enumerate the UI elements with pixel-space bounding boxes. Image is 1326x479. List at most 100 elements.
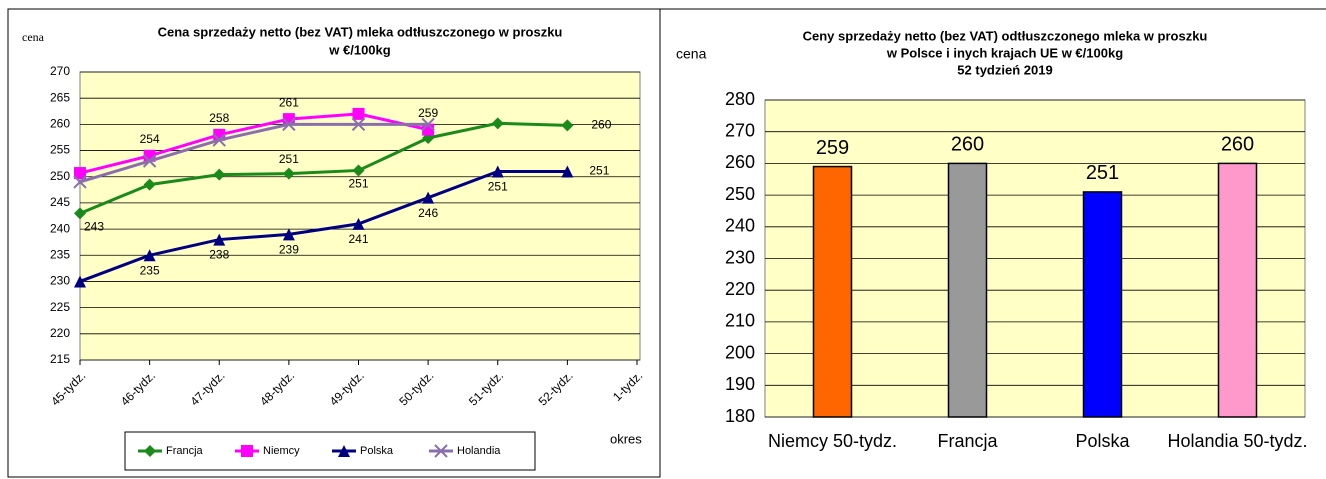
data-label: 241 xyxy=(348,232,368,246)
marker xyxy=(282,228,295,241)
series-line xyxy=(79,122,429,184)
x-tick-label: 46-tydz. xyxy=(118,368,158,408)
x-tick-label: 47-tydz. xyxy=(188,368,228,408)
legend-label: Polska xyxy=(360,445,394,457)
y-tick-label: 225 xyxy=(50,300,70,314)
data-label: 243 xyxy=(84,220,104,234)
y-tick-label: 280 xyxy=(725,89,755,109)
x-tick-label: Francja xyxy=(937,431,998,451)
marker xyxy=(352,107,365,120)
marker xyxy=(421,117,435,132)
y-tick-label: 230 xyxy=(725,247,755,267)
data-label: 254 xyxy=(140,132,160,146)
x-tick-label: Polska xyxy=(1075,431,1130,451)
x-tick-label: 50-tydz. xyxy=(396,368,436,408)
data-label: 260 xyxy=(951,134,984,156)
y-tick-label: 255 xyxy=(50,143,70,157)
marker xyxy=(282,167,295,180)
y-tick-label: 240 xyxy=(725,216,755,236)
marker xyxy=(491,165,504,178)
y-tick-label: 265 xyxy=(50,90,70,104)
y-tick-label: 245 xyxy=(50,195,70,209)
y-axis-label: cena xyxy=(22,30,45,44)
marker xyxy=(561,119,574,132)
data-label: 251 xyxy=(1086,162,1119,184)
data-label: 239 xyxy=(279,242,299,256)
data-label: 259 xyxy=(816,137,849,159)
y-tick-label: 190 xyxy=(725,374,755,394)
y-tick-label: 270 xyxy=(725,120,755,140)
chart-title: w €/100kg xyxy=(328,42,390,57)
bar xyxy=(947,162,988,418)
bar xyxy=(812,165,853,418)
x-tick-label: Holandia 50-tydz. xyxy=(1167,431,1307,451)
y-tick-label: 240 xyxy=(50,221,70,235)
data-label: 261 xyxy=(279,95,299,109)
bar xyxy=(1082,191,1123,418)
data-label: 251 xyxy=(348,177,368,191)
legend-label: Francja xyxy=(166,445,204,457)
marker xyxy=(561,165,574,178)
chart-title: Cena sprzedaży netto (bez VAT) mleka odt… xyxy=(158,24,563,39)
y-tick-label: 180 xyxy=(725,406,755,426)
marker xyxy=(144,445,156,457)
marker xyxy=(74,275,86,288)
marker xyxy=(143,178,156,191)
data-label: 251 xyxy=(279,152,299,166)
y-tick-label: 260 xyxy=(725,152,755,172)
x-tick-label: Niemcy 50-tydz. xyxy=(768,431,897,451)
data-label: 235 xyxy=(140,263,160,277)
y-tick-label: 220 xyxy=(725,279,755,299)
bar xyxy=(1217,162,1258,418)
x-tick-label: 49-tydz. xyxy=(327,368,367,408)
x-tick-label: 1-tydz. xyxy=(610,368,645,403)
y-tick-label: 260 xyxy=(50,117,70,131)
y-tick-label: 210 xyxy=(725,311,755,331)
marker xyxy=(241,445,253,457)
marker xyxy=(351,117,366,132)
series-line xyxy=(79,169,568,283)
data-label: 258 xyxy=(209,111,229,125)
data-label: 246 xyxy=(418,206,438,220)
chart-title: 52 tydzień 2019 xyxy=(957,62,1052,77)
data-label: 260 xyxy=(591,118,611,132)
data-label: 260 xyxy=(1221,134,1254,156)
marker xyxy=(213,233,226,246)
chart-title: Ceny sprzedaży netto (bez VAT) odtłuszcz… xyxy=(803,28,1208,43)
marker xyxy=(74,167,86,180)
marker xyxy=(352,217,365,230)
marker xyxy=(212,133,226,147)
series-line xyxy=(79,112,429,175)
y-tick-label: 250 xyxy=(50,169,70,183)
marker xyxy=(352,164,365,177)
y-tick-label: 220 xyxy=(50,326,70,340)
x-tick-label: 45-tydz. xyxy=(48,368,88,408)
y-tick-label: 235 xyxy=(50,247,70,261)
marker xyxy=(142,154,157,168)
marker xyxy=(213,168,226,181)
x-axis-label: okres xyxy=(610,431,642,446)
y-tick-label: 250 xyxy=(725,184,755,204)
left-frame xyxy=(7,8,661,478)
marker xyxy=(491,117,504,130)
legend-label: Holandia xyxy=(457,445,501,457)
marker xyxy=(74,207,86,220)
data-label: 238 xyxy=(209,248,229,262)
data-label: 259 xyxy=(418,106,438,120)
marker xyxy=(434,444,448,458)
marker xyxy=(338,445,350,457)
x-tick-label: 52-tydz. xyxy=(536,368,576,408)
data-label: 251 xyxy=(488,180,508,194)
plot-area xyxy=(79,71,641,361)
x-tick-label: 51-tydz. xyxy=(466,368,506,408)
marker xyxy=(282,117,296,132)
chart-title: w Polsce i inych krajach UE w €/100kg xyxy=(886,45,1123,60)
y-tick-label: 215 xyxy=(50,352,70,366)
series-line xyxy=(79,121,568,215)
data-label: 251 xyxy=(589,164,609,178)
marker xyxy=(73,175,87,189)
x-tick-label: 48-tydz. xyxy=(257,368,297,408)
legend-box xyxy=(124,431,536,471)
marker xyxy=(422,191,435,204)
